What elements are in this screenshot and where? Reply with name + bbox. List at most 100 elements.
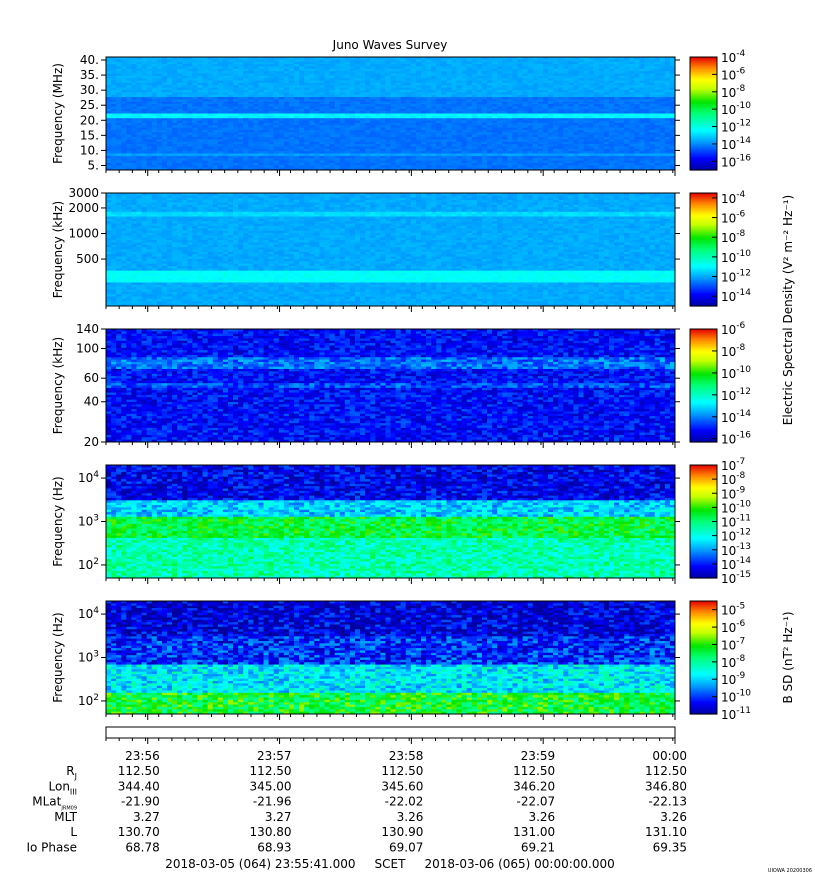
heatmap-cell	[385, 68, 392, 72]
heatmap-cell	[227, 146, 234, 150]
heatmap-cell	[334, 158, 341, 162]
heatmap-cell	[659, 113, 666, 117]
heatmap-cell	[568, 120, 574, 124]
heatmap-cell	[334, 57, 341, 60]
heatmap-cell	[243, 158, 249, 162]
heatmap-cell	[390, 66, 397, 70]
heatmap-cell	[278, 158, 285, 162]
heatmap-cell	[222, 87, 229, 91]
heatmap-cell	[238, 151, 244, 155]
heatmap-cell	[400, 120, 407, 124]
heatmap-cell	[177, 122, 183, 126]
heatmap-cell	[161, 151, 168, 155]
heatmap-cell	[517, 137, 524, 140]
heatmap-cell	[431, 108, 437, 112]
heatmap-cell	[304, 101, 310, 105]
heatmap-cell	[166, 106, 173, 110]
heatmap-cell	[233, 144, 239, 148]
heatmap-cell	[558, 78, 564, 82]
heatmap-cell	[299, 127, 305, 131]
heatmap-cell	[126, 160, 132, 164]
heatmap-cell	[588, 137, 595, 140]
heatmap-cell	[344, 153, 351, 157]
heatmap-cell	[370, 132, 376, 136]
heatmap-cell	[553, 94, 559, 98]
heatmap-cell	[227, 151, 234, 155]
heatmap-cell	[583, 132, 590, 136]
heatmap-cell	[151, 113, 158, 117]
heatmap-cell	[644, 71, 651, 75]
heatmap-cell	[273, 153, 280, 157]
heatmap-cell	[512, 61, 519, 65]
heatmap-cell	[634, 139, 641, 143]
heatmap-cell	[288, 106, 295, 110]
heatmap-cell	[456, 144, 463, 148]
heatmap-cell	[466, 85, 473, 89]
heatmap-cell	[547, 120, 554, 124]
heatmap-cell	[233, 61, 239, 65]
heatmap-cell	[258, 101, 265, 105]
heatmap-cell	[151, 137, 158, 140]
heatmap-cell	[405, 151, 412, 155]
heatmap-cell	[624, 125, 630, 129]
heatmap-cell	[456, 82, 463, 86]
heatmap-cell	[568, 153, 574, 157]
heatmap-cell	[136, 59, 143, 63]
heatmap-cell	[258, 148, 265, 152]
heatmap-cell	[603, 64, 610, 68]
heatmap-cell	[243, 61, 249, 65]
heatmap-cell	[547, 99, 554, 103]
heatmap-cell	[121, 89, 127, 93]
heatmap-cell	[324, 115, 331, 119]
heatmap-cell	[547, 64, 554, 68]
heatmap-cell	[624, 94, 630, 98]
heatmap-cell	[527, 73, 534, 77]
heatmap-cell	[222, 82, 229, 86]
heatmap-cell	[273, 85, 280, 89]
heatmap-cell	[614, 82, 620, 86]
heatmap-cell	[116, 101, 122, 105]
heatmap-cell	[339, 92, 346, 96]
heatmap-cell	[111, 66, 117, 70]
heatmap-cell	[415, 89, 422, 93]
heatmap-cell	[431, 101, 437, 105]
heatmap-cell	[466, 66, 473, 70]
heatmap-cell	[151, 125, 158, 129]
heatmap-cell	[547, 78, 554, 82]
heatmap-cell	[217, 89, 224, 93]
heatmap-cell	[593, 97, 600, 100]
heatmap-cell	[126, 89, 132, 93]
heatmap-cell	[532, 101, 539, 105]
heatmap-cell	[375, 120, 381, 124]
heatmap-cell	[456, 139, 463, 143]
heatmap-cell	[487, 111, 493, 115]
heatmap-cell	[568, 122, 574, 126]
heatmap-cell	[487, 61, 493, 65]
heatmap-cell	[319, 148, 326, 152]
heatmap-cell	[492, 73, 498, 77]
heatmap-cell	[558, 146, 564, 150]
heatmap-cell	[553, 118, 559, 122]
heatmap-cell	[659, 120, 666, 124]
heatmap-cell	[588, 129, 595, 133]
heatmap-cell	[426, 94, 432, 98]
heatmap-cell	[197, 160, 204, 164]
heatmap-cell	[187, 101, 193, 105]
heatmap-cell	[319, 113, 326, 117]
heatmap-cell	[365, 78, 371, 82]
heatmap-cell	[532, 94, 539, 98]
heatmap-cell	[126, 82, 132, 86]
heatmap-cell	[573, 85, 580, 89]
heatmap-cell	[512, 155, 519, 159]
heatmap-cell	[243, 148, 249, 152]
heatmap-cell	[360, 134, 366, 138]
heatmap-cell	[476, 87, 483, 91]
heatmap-cell	[354, 92, 361, 96]
heatmap-cell	[217, 111, 224, 115]
heatmap-cell	[136, 75, 143, 79]
heatmap-cell	[222, 68, 229, 72]
heatmap-cell	[106, 73, 112, 77]
heatmap-cell	[339, 94, 346, 98]
heatmap-cell	[166, 118, 173, 122]
heatmap-cell	[192, 146, 199, 150]
